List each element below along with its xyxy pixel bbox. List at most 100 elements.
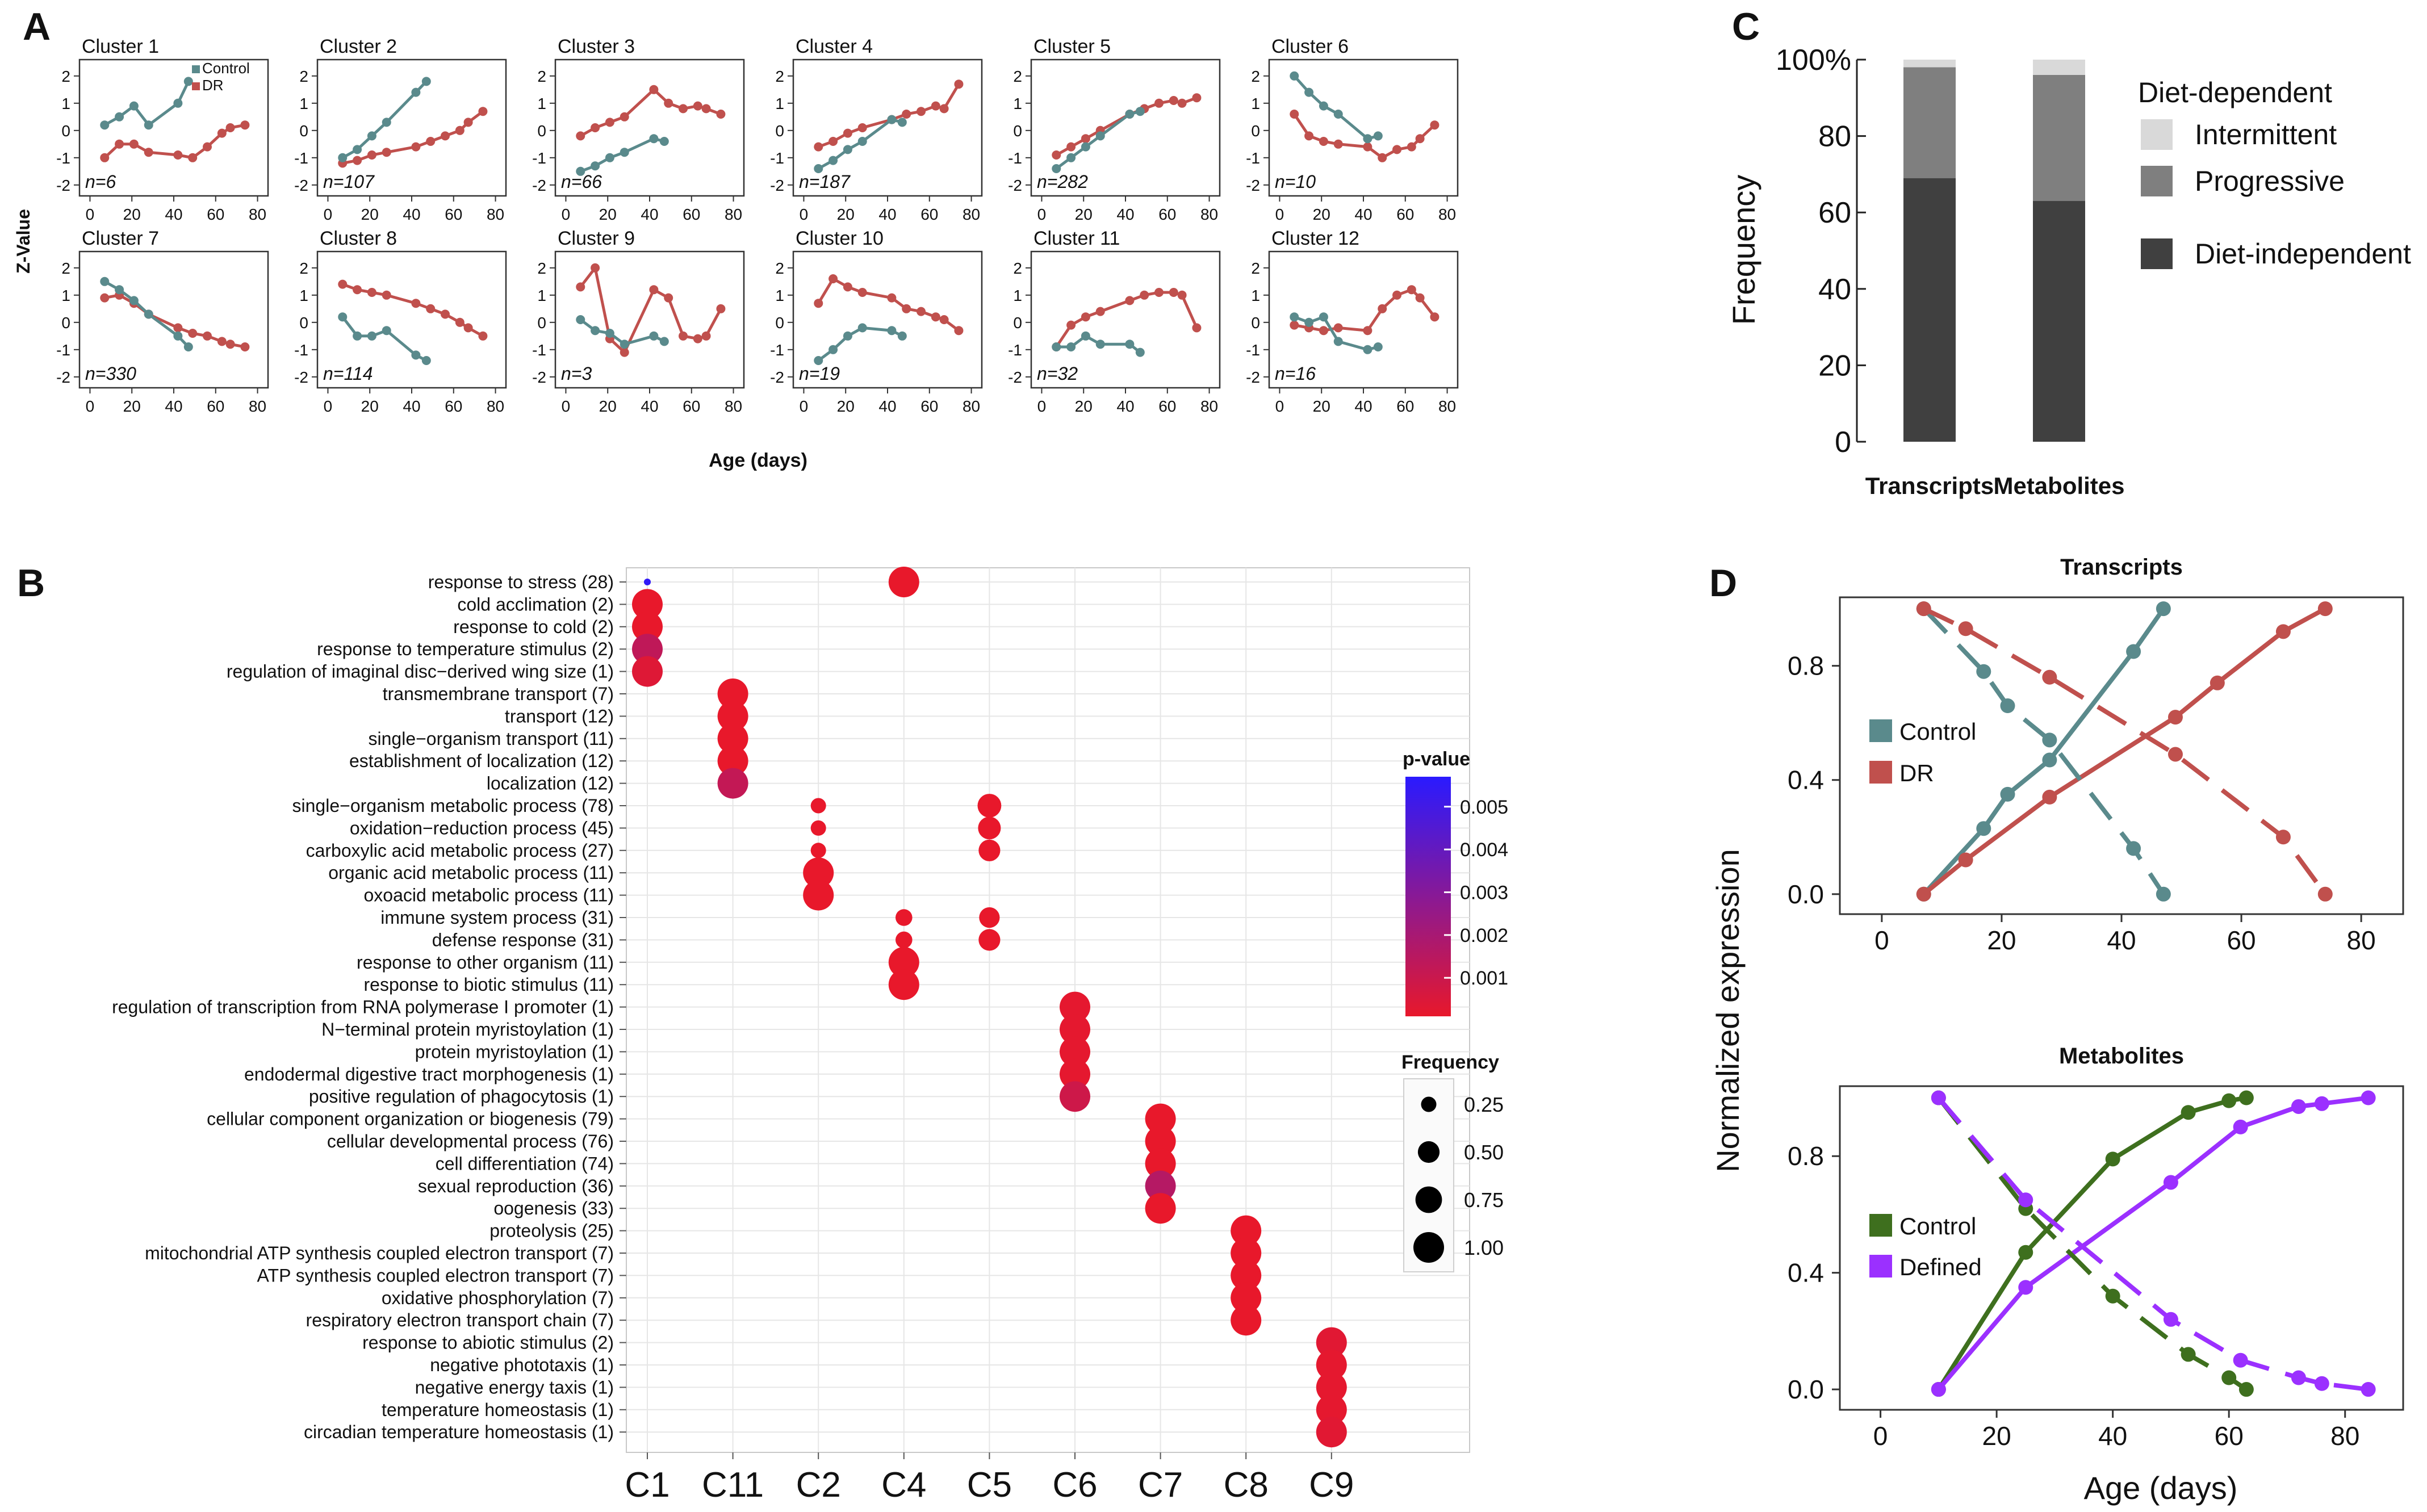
series-point	[1958, 852, 1973, 868]
dr-point	[1154, 288, 1164, 297]
enrichment-dot	[1316, 1372, 1347, 1403]
control-point	[411, 87, 421, 97]
dr-point	[931, 312, 940, 322]
dr-point	[917, 107, 926, 116]
dr-point	[353, 285, 362, 295]
cluster-title: Cluster 12	[1271, 228, 1359, 249]
x-tick-label: 40	[641, 206, 658, 223]
dr-point	[1052, 150, 1061, 160]
subplot-title: Transcripts	[2060, 555, 2183, 580]
series-point	[1976, 664, 1991, 679]
control-point	[1363, 134, 1372, 144]
series-point	[2156, 601, 2171, 617]
dr-point	[240, 342, 250, 351]
dr-point	[100, 153, 110, 162]
enrichment-dot	[1231, 1305, 1262, 1336]
x-tick-label: 40	[403, 397, 420, 415]
dr-point	[1378, 153, 1387, 162]
series-point	[2221, 1370, 2237, 1385]
cluster-column-label: C2	[796, 1465, 841, 1505]
control-point	[620, 148, 629, 157]
control-point	[828, 156, 838, 165]
enrichment-dot	[1316, 1350, 1347, 1380]
y-tick-label: 2	[1013, 68, 1022, 85]
y-tick-label: 1	[775, 287, 784, 304]
bar-segment-intermittent	[1903, 60, 1956, 68]
panel-a-y-axis-title: Z-Value	[13, 209, 34, 274]
cluster-frame	[792, 250, 983, 389]
x-tick-label: 60	[445, 206, 462, 223]
legend-label-control: Control	[202, 60, 250, 77]
control-point	[129, 296, 139, 305]
dr-series-line	[1293, 113, 1436, 160]
series-point	[1916, 601, 1931, 617]
enrichment-dot	[1231, 1260, 1262, 1291]
series-point	[2167, 710, 2183, 725]
dr-point	[1319, 326, 1328, 336]
series-point	[2018, 1280, 2033, 1295]
series-point	[2000, 698, 2015, 714]
cluster-title: Cluster 1	[82, 36, 159, 57]
control-point	[1066, 153, 1076, 162]
x-tick-label: 80	[963, 397, 980, 415]
y-tick-label: -1	[294, 341, 308, 359]
cluster-count-label: n=16	[1275, 363, 1316, 384]
dr-point	[367, 288, 376, 297]
dr-point	[591, 123, 600, 132]
x-tick-label: 60	[1158, 397, 1176, 415]
x-tick-label: 80	[2347, 925, 2376, 955]
enrichment-dot	[978, 816, 1001, 840]
go-term-label: response to temperature stimulus (2)	[317, 639, 614, 659]
dr-point	[1169, 288, 1178, 297]
dr-point	[1081, 312, 1090, 322]
subplot-metabolites: Metabolites 0.0 0.4 0.8 0 20 40 60 80 Control Defi…	[1788, 1044, 2404, 1451]
dr-point	[701, 104, 711, 114]
frequency-legend-label: 0.50	[1464, 1141, 1504, 1164]
x-tick-label: 40	[165, 397, 182, 415]
control-point	[857, 323, 867, 333]
go-term-label: negative energy taxis (1)	[415, 1377, 614, 1397]
control-point	[353, 145, 362, 154]
dr-point	[716, 110, 726, 119]
x-tick-label: 60	[683, 206, 700, 223]
go-term-label: cellular component organization or bioge…	[207, 1109, 614, 1129]
x-tick-label: 60	[1396, 397, 1414, 415]
dr-point	[478, 107, 488, 116]
dr-point	[173, 150, 183, 160]
y-tick-label: 2	[61, 259, 70, 277]
x-tick-label: 0	[1037, 397, 1047, 415]
x-tick-label: 0	[1275, 397, 1284, 415]
control-point	[100, 277, 110, 286]
cluster-column-label: C1	[625, 1465, 669, 1505]
panel-b-dot-plot: response to stress (28)cold acclimation …	[112, 567, 1508, 1505]
series-point	[2181, 1347, 2196, 1362]
control-point	[591, 161, 600, 171]
dr-point	[828, 137, 838, 146]
y-tick-label: -2	[294, 368, 308, 386]
legend-swatch	[1869, 1214, 1892, 1237]
y-tick-label: 2	[299, 68, 308, 85]
series-point	[2314, 1096, 2329, 1111]
dr-point	[693, 334, 702, 344]
dr-point	[115, 139, 124, 149]
y-tick-label: -1	[56, 341, 70, 359]
control-point	[1081, 331, 1090, 341]
panel-c-legend: Diet-dependent Intermittent Progressive Die…	[2138, 77, 2411, 270]
x-tick-label: 80	[249, 397, 266, 415]
dr-point	[188, 153, 198, 162]
series-point	[2042, 752, 2057, 768]
dr-point	[441, 309, 450, 319]
enrichment-dot	[1316, 1417, 1347, 1448]
dr-point	[931, 101, 940, 111]
y-tick-label: 1	[1013, 287, 1022, 304]
control-point	[382, 118, 391, 127]
legend-swatch	[2141, 238, 2173, 269]
enrichment-dot	[717, 723, 748, 754]
enrichment-dot	[979, 907, 1000, 928]
x-tick-label: 20	[599, 397, 617, 415]
legend-swatch	[2141, 166, 2173, 196]
dr-point	[939, 104, 949, 114]
series-point	[2018, 1192, 2033, 1208]
